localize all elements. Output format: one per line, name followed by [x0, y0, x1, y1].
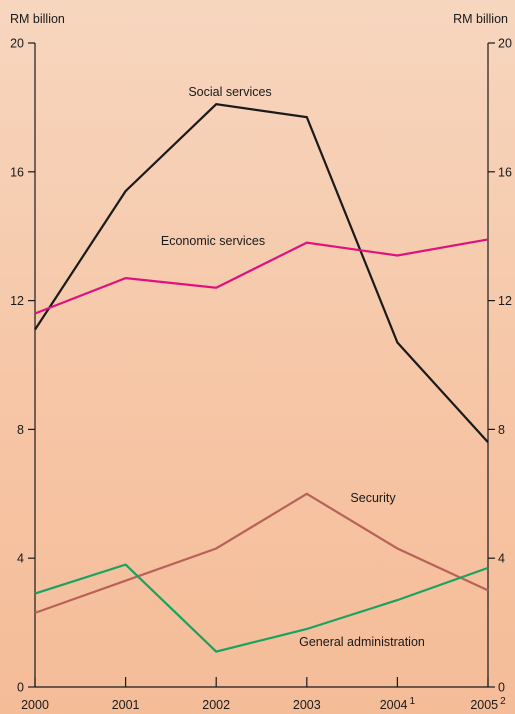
economic-services-label: Economic services — [161, 234, 265, 248]
y-tick-label-left: 20 — [10, 37, 24, 51]
y-tick-label-right: 12 — [498, 294, 512, 308]
y-tick-label-right: 8 — [498, 423, 505, 437]
security-label: Security — [350, 491, 396, 505]
y-axis-title-left: RM billion — [10, 12, 65, 26]
y-tick-label-right: 20 — [498, 37, 512, 51]
y-tick-label-right: 16 — [498, 165, 512, 179]
y-axis-title-right: RM billion — [453, 12, 508, 26]
x-tick-label: 2004 1 — [380, 696, 416, 712]
security-line — [34, 492, 489, 614]
y-tick-label-right: 4 — [498, 552, 505, 566]
social-services-label: Social services — [188, 85, 271, 99]
y-tick-label-left: 12 — [10, 294, 24, 308]
x-tick-superscript: 1 — [410, 696, 416, 707]
y-tick-label-left: 4 — [17, 552, 24, 566]
y-tick-label-left: 0 — [17, 681, 24, 695]
x-tick-label: 2003 — [293, 698, 321, 712]
series-lines — [34, 103, 489, 653]
x-tick-label: 2000 — [21, 698, 49, 712]
x-tick-superscript: 2 — [500, 696, 506, 707]
x-tick-label: 2002 — [202, 698, 230, 712]
general-administration-line — [34, 563, 489, 653]
x-tick-label: 2005 2 — [470, 696, 506, 712]
social-services-line — [34, 103, 489, 444]
x-tick-label: 2001 — [112, 698, 140, 712]
y-tick-label-right: 0 — [498, 681, 505, 695]
y-tick-label-left: 8 — [17, 423, 24, 437]
axes — [28, 42, 495, 688]
economic-services-line — [34, 238, 489, 315]
y-tick-label-left: 16 — [10, 165, 24, 179]
general-administration-label: General administration — [299, 635, 425, 649]
